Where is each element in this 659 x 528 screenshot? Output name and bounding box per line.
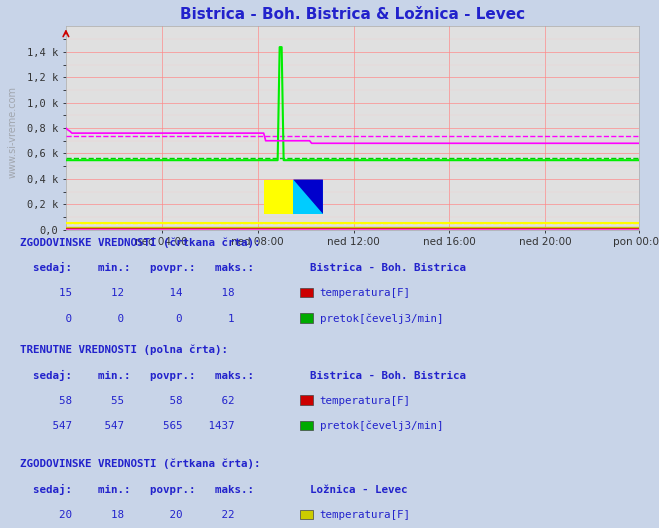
Text: 547     547      565    1437: 547 547 565 1437: [20, 421, 234, 431]
Bar: [264, 180, 293, 214]
Text: pretok[čevelj3/min]: pretok[čevelj3/min]: [320, 313, 443, 324]
Text: ZGODOVINSKE VREDNOSTI (črtkana črta):: ZGODOVINSKE VREDNOSTI (črtkana črta):: [20, 459, 260, 469]
Bar: [300, 421, 313, 430]
Text: 20      18       20      22: 20 18 20 22: [20, 510, 234, 520]
Text: sedaj:    min.:   povpr.:   maks.:: sedaj: min.: povpr.: maks.:: [20, 484, 254, 495]
Title: Bistrica - Boh. Bistrica & Ložnica - Levec: Bistrica - Boh. Bistrica & Ložnica - Lev…: [180, 7, 525, 23]
Text: www.si-vreme.com: www.si-vreme.com: [8, 86, 18, 178]
Text: sedaj:    min.:   povpr.:   maks.:: sedaj: min.: povpr.: maks.:: [20, 370, 254, 381]
Bar: [300, 288, 313, 297]
Text: ZGODOVINSKE VREDNOSTI (črtkana črta):: ZGODOVINSKE VREDNOSTI (črtkana črta):: [20, 237, 260, 248]
Text: temperatura[F]: temperatura[F]: [320, 288, 411, 298]
Bar: [300, 395, 313, 405]
Text: 0       0        0       1: 0 0 0 1: [20, 314, 234, 324]
Text: temperatura[F]: temperatura[F]: [320, 396, 411, 406]
Text: 15      12       14      18: 15 12 14 18: [20, 288, 234, 298]
Text: sedaj:    min.:   povpr.:   maks.:: sedaj: min.: povpr.: maks.:: [20, 262, 254, 273]
Polygon shape: [293, 180, 323, 214]
Text: TRENUTNE VREDNOSTI (polna črta):: TRENUTNE VREDNOSTI (polna črta):: [20, 345, 228, 355]
Bar: [300, 313, 313, 323]
Text: 58      55       58      62: 58 55 58 62: [20, 396, 234, 406]
Text: pretok[čevelj3/min]: pretok[čevelj3/min]: [320, 421, 443, 431]
Text: temperatura[F]: temperatura[F]: [320, 510, 411, 520]
Text: Bistrica - Boh. Bistrica: Bistrica - Boh. Bistrica: [310, 263, 466, 273]
Text: Ložnica - Levec: Ložnica - Levec: [310, 485, 407, 495]
Bar: [300, 510, 313, 519]
Bar: [293, 180, 323, 214]
Text: Bistrica - Boh. Bistrica: Bistrica - Boh. Bistrica: [310, 371, 466, 381]
